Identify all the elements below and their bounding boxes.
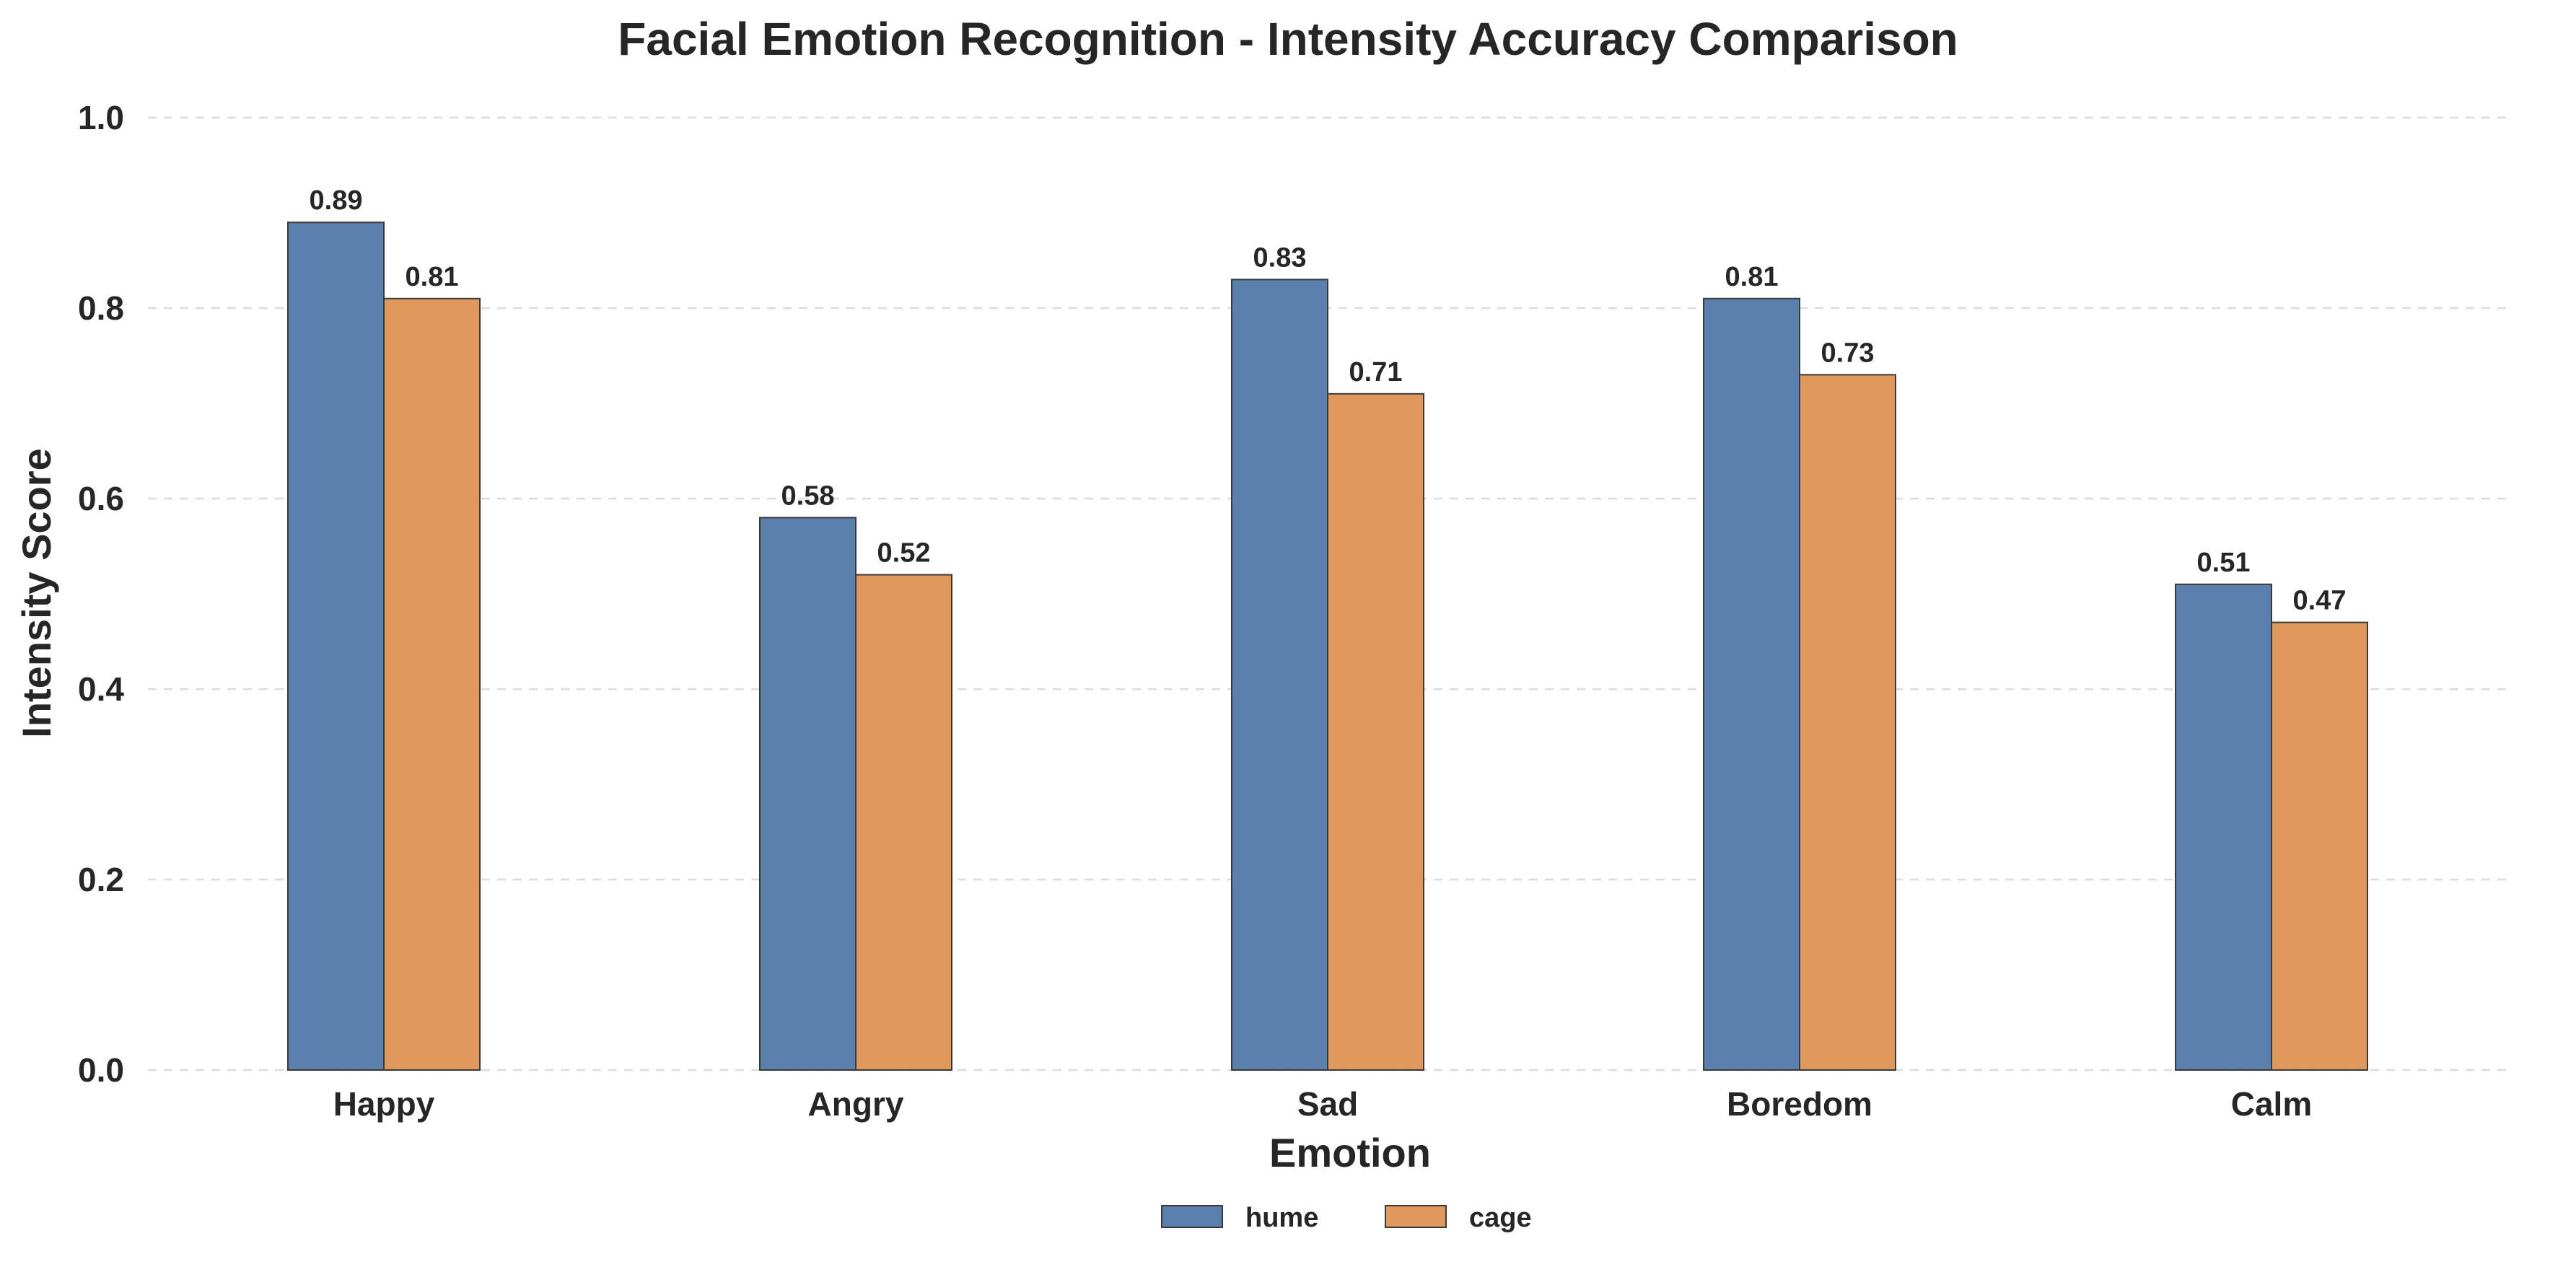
bars [287,222,2368,1071]
x-tick-label: Sad [1297,1085,1358,1123]
y-tick-label: 0.6 [78,480,124,517]
bar-hume-boredom [1703,297,1800,1071]
chart-title: Facial Emotion Recognition - Intensity A… [618,13,1958,65]
data-label-cage-happy: 0.81 [406,262,459,292]
y-tick-label: 0.8 [78,289,124,327]
legend-label-cage: cage [1469,1203,1532,1233]
data-label-cage-calm: 0.47 [2293,586,2347,616]
bar-cage-happy [383,297,481,1071]
bar-hume-happy [287,222,385,1071]
data-label-hume-calm: 0.51 [2197,548,2251,578]
legend: hume cage [1161,1203,1532,1233]
x-tick-label: Happy [333,1085,435,1123]
bar-hume-angry [759,517,857,1071]
y-tick-label: 0.0 [78,1051,124,1089]
legend-swatch-hume [1161,1205,1223,1228]
x-axis-label: Emotion [1269,1130,1431,1175]
data-label-cage-angry: 0.52 [877,538,931,569]
bar-cage-sad [1327,393,1424,1071]
bar-cage-angry [855,574,952,1071]
y-tick-label: 1.0 [78,99,124,136]
y-tick-label: 0.4 [78,670,124,708]
data-labels: 0.89 0.81 0.58 0.52 0.83 0.71 0.81 0.73 0.51 0.47 [310,185,2347,615]
bar-hume-calm [2175,583,2272,1071]
bar-cage-calm [2271,621,2368,1071]
bar-hume-sad [1231,279,1328,1071]
legend-swatch-cage [1385,1205,1447,1228]
y-axis-label: Intensity Score [14,448,59,737]
x-tick-label: Calm [2231,1085,2312,1123]
y-axis-ticks: 0.0 0.2 0.4 0.6 0.8 1.0 [78,99,124,1089]
x-tick-label: Boredom [1727,1085,1872,1123]
bar-cage-boredom [1799,374,1896,1071]
data-label-hume-happy: 0.89 [310,185,363,216]
data-label-hume-sad: 0.83 [1253,242,1307,273]
x-tick-label: Angry [808,1085,904,1123]
x-axis-ticks: Happy Angry Sad Boredom Calm [333,1085,2313,1123]
data-label-cage-sad: 0.71 [1349,357,1403,387]
y-tick-label: 0.2 [78,861,124,898]
data-label-cage-boredom: 0.73 [1821,338,1875,368]
data-label-hume-boredom: 0.81 [1725,262,1779,292]
legend-label-hume: hume [1245,1203,1318,1233]
data-label-hume-angry: 0.58 [781,481,835,511]
